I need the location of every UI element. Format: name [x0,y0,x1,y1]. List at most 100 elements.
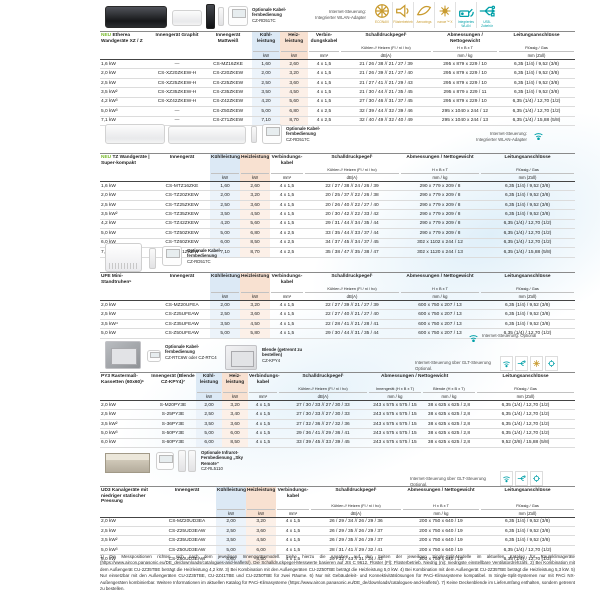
cell: 243 x 575 x 575 / 15 [368,429,422,439]
column-header: Schalldruckpegel¹ Kühlen // Heizen (Fl / … [310,487,402,518]
internet-note-line2: Optional [520,333,537,338]
py3-spec-table: PY3 Rastermaß-Kassetten (60x60)⁶ Innenger… [100,372,575,449]
cell: S-60PY3E [150,439,196,449]
internet-note: Internet-Steuerung: Optional [482,333,572,339]
cell: CS-TZ42ZKEW [154,220,210,230]
cell: CS-MZ20UD3EA [158,518,216,527]
column-header: UFE Mini-Standtruhen⁵ [100,273,154,301]
capacity-cell: 2,0 kW [100,401,150,411]
capacity-cell: 4,2 kW [100,220,154,230]
accessory-label: Optionale Infrarot-Fernbedienung „Sky Re… [201,450,244,466]
cell: 4 x 1,5 [248,420,278,430]
cell: — [150,117,204,127]
ufe-spec-table: UFE Mini-Standtruhen⁵ Innengerät Kühlleist… [100,272,575,339]
cell: CS-Z50UD3EAW [158,546,216,556]
cell: 4 x 1,5 [276,555,310,565]
internet-note-line1: Internet-Steuerung: [328,9,366,14]
cell: CS-Z35ZKEW [204,88,252,98]
capacity-cell: 3,5 kW² [100,536,158,546]
capacity-cell: 2,0 kW [100,69,150,79]
remote-screen [149,352,161,358]
column-header: Kühlleistung kW [210,273,241,301]
wall-unit-white-photo [172,10,202,26]
cell: 5,00 [210,229,240,239]
usb-connector-icon [515,471,528,486]
column-header: Leitungsanschlüsse Flüssig / Gas mm (Zoll) [498,32,575,60]
cell: 3,20 [222,401,248,411]
wired-remote-photo [162,246,182,266]
cell: 6,35 (1/4) / 9,52 (3/8) [498,79,575,89]
usb-connector-icon [515,356,528,371]
cell: 4 x 1,5 [308,69,340,79]
cell: 200 x 750 x 640 / 19 [402,555,480,565]
cell: 9,52 (3/8) / 15,88 (5/8) [476,439,575,449]
cell: 6,35 (1/4) / 9,52 (3/8) [480,320,575,330]
cell: 4 x 1,5 [270,191,304,201]
column-header: Kühlleistung kW [210,154,241,182]
column-header: Leitungsanschlüsse Flüssig / Gas mm (Zoll) [480,273,575,301]
cell: 200 x 750 x 640 / 19 [402,546,480,556]
ud3-spec-table: UD3 Kanalgeräte mit niedriger statischer… [100,486,575,565]
column-header: Schalldruckpegel¹ Kühlen // Heizen (Fl / … [304,273,400,301]
column-header: Abmessungen / Nettogewicht Innengerät (H … [368,373,448,401]
cell: 7,10 [210,248,240,258]
cell: 6,35 (1/4) / 12,70 (1/2) [476,410,575,420]
cell: — [150,107,204,117]
cell: 2,50 [252,78,280,89]
cell: 4 x 1,5 [276,536,310,546]
wired-remote-photo [156,452,174,470]
capacity-cell: 2,5 kW [100,310,154,320]
feature-chip: Integriertes WLAN [455,2,476,29]
cell: 295 x 879 x 229 / 10 [432,98,498,108]
wall-unit-white-photo [105,124,165,144]
cassette-grille [111,347,137,366]
cell: 38 x 625 x 625 / 2,8 [422,401,476,411]
cell: 27 / 32 / 36 // 27 / 32 / 36 [278,420,368,430]
cell: 4 x 1,5 [308,79,340,89]
cell: 3,50 [252,88,280,98]
cell: 29 / 32 / 43 // 31 / 34 / 43 [310,555,402,565]
column-header: UD3 Kanalgeräte mit niedriger statischer… [100,487,158,518]
cell: 3,50 [216,536,246,546]
cell: 6,35 (1/4) / 9,52 (3/8) [480,518,575,527]
cell: 6,35 (1/4) / 12,70 (1/2) [480,329,575,339]
cell: 26 / 29 / 35 // 26 / 29 / 37 [310,536,402,546]
column-header: Schalldruckpegel¹ Kühlen // Heizen (Fl / … [304,154,400,182]
column-header: Leitungsanschlüsse Flüssig / Gas mm (Zoll) [480,487,575,518]
column-header: Heizleistung kW [246,487,276,518]
cell: CS-XZ20ZKEW-H [150,69,204,79]
column-header: Innengerät (Blende CZ-KPY4)⁷ [150,373,196,401]
cell: 4 x 2,5 [308,107,340,117]
capacity-cell: 2,5 kW [100,79,150,89]
capacity-cell: 4,2 kW³ [100,98,150,108]
wired-remote-photo [147,350,161,362]
cell: 2,50 [196,410,222,420]
gear-icon [545,356,558,371]
wired-remote-photo [228,6,248,26]
tz-spec-table: NEU TZ Wandgeräte | Super-kompakt Innenge… [100,153,575,258]
capacity-cell: 2,5 kW [100,201,154,211]
cell: 3,60 [222,419,248,430]
cell: CS-XZ25ZKEW-H [150,79,204,89]
column-header: Blende (H x B x T) mm / kg [422,373,476,401]
cell: 4,20 [210,219,240,230]
cell: 29 / 30 / 44 // 31 / 35 / 44 [304,329,400,339]
cell: 22 / 27 / 40 // 21 / 27 / 40 [304,310,400,320]
cell: 4,50 [240,319,270,330]
internet-note-line1: Internet-Steuerung über [415,360,461,365]
duct-unit-photo [105,453,150,473]
cell: 5,60 [280,97,308,108]
cell: 29 / 36 / 41 // 29 / 36 / 41 [278,429,368,439]
cell: 5,80 [240,329,270,339]
cell: 4 x 1,5 [248,401,278,411]
cell: 3,20 [280,69,308,79]
cassette-grille [230,351,254,367]
cell: 4,50 [280,88,308,98]
cell: 295 x 879 x 229 / 10 [432,60,498,70]
usb-connector-icon [479,5,496,17]
cell: 6,35 (1/4) / 12,70 (1/2) [476,420,575,430]
capacity-cell: 5,0 kW [100,229,154,239]
capacity-cell: 3,5 kW² [100,88,150,98]
